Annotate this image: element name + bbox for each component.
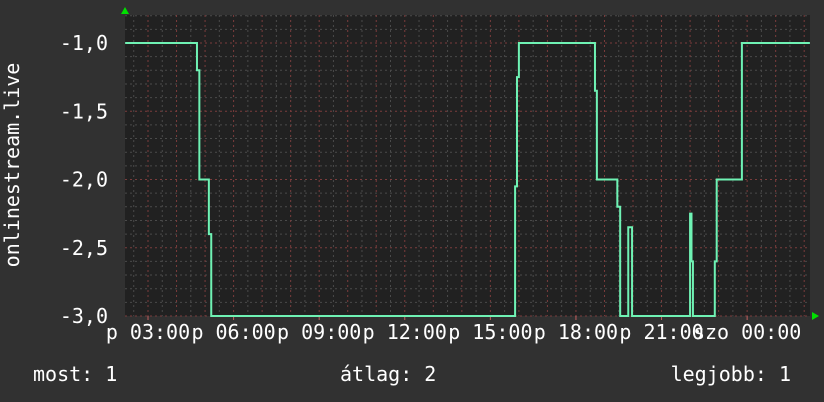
y-tick-label: -1,0 — [60, 31, 108, 55]
plot-area — [125, 15, 810, 316]
y-tick-label: -2,5 — [60, 236, 108, 260]
y-axis-arrow — [121, 7, 129, 14]
x-tick-label: p 18:00 — [534, 320, 618, 344]
x-tick-label: p 12:00 — [363, 320, 447, 344]
x-tick-label: szo 00:00 — [693, 320, 801, 344]
x-tick-label: p 15:00 — [448, 320, 532, 344]
x-tick-label: p 21:00 — [619, 320, 703, 344]
legend-average: átlag: 2 — [340, 362, 437, 386]
x-tick-label: p 06:00 — [191, 320, 275, 344]
x-axis-arrow — [812, 312, 819, 320]
legend-max: legjobb: 1 — [670, 362, 791, 386]
y-tick-label: -3,0 — [60, 304, 108, 328]
y-tick-label: -1,5 — [60, 99, 108, 123]
legend-current: most: 1 — [33, 362, 118, 386]
x-tick-label: p 03:00 — [106, 320, 190, 344]
x-tick-label: p 09:00 — [277, 320, 361, 344]
series-line — [125, 42, 810, 317]
y-tick-label: -2,0 — [60, 168, 108, 192]
y-axis-label: onlinestream.live — [0, 63, 24, 268]
